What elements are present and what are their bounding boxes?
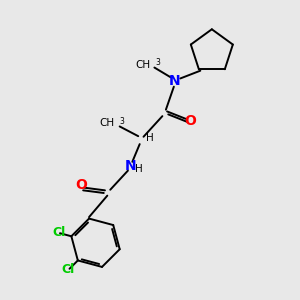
Text: O: O <box>75 178 87 192</box>
Text: H: H <box>146 133 153 143</box>
Text: N: N <box>169 74 181 88</box>
Text: Cl: Cl <box>62 263 75 276</box>
Text: 3: 3 <box>120 117 124 126</box>
Text: Cl: Cl <box>52 226 65 239</box>
Text: O: O <box>184 114 196 128</box>
Text: CH: CH <box>100 118 115 128</box>
Text: H: H <box>135 164 143 174</box>
Text: 3: 3 <box>155 58 160 67</box>
Text: CH: CH <box>135 60 150 70</box>
Text: N: N <box>125 159 137 173</box>
